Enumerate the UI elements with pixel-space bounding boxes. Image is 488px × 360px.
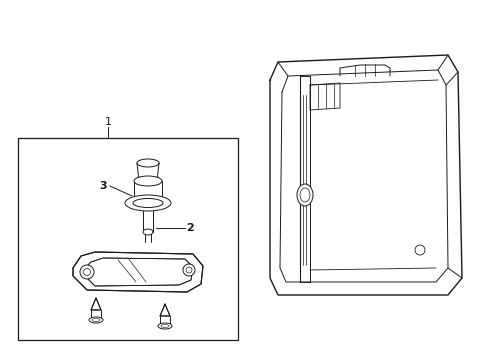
Ellipse shape <box>142 201 153 207</box>
Ellipse shape <box>142 229 153 235</box>
Text: 3: 3 <box>99 181 106 191</box>
Bar <box>18 138 238 340</box>
Polygon shape <box>83 258 193 286</box>
Text: 1: 1 <box>104 117 111 127</box>
Ellipse shape <box>161 324 169 328</box>
Ellipse shape <box>183 264 195 276</box>
Ellipse shape <box>414 245 424 255</box>
Ellipse shape <box>92 319 100 321</box>
Ellipse shape <box>299 188 309 202</box>
Ellipse shape <box>158 323 172 329</box>
Text: 2: 2 <box>186 223 193 233</box>
Polygon shape <box>91 298 101 310</box>
Polygon shape <box>160 304 170 316</box>
Ellipse shape <box>137 159 159 167</box>
Ellipse shape <box>83 269 90 275</box>
Ellipse shape <box>134 176 162 186</box>
Ellipse shape <box>125 195 171 211</box>
Ellipse shape <box>89 317 103 323</box>
Ellipse shape <box>185 267 192 273</box>
Polygon shape <box>73 252 203 292</box>
Ellipse shape <box>133 198 163 207</box>
Ellipse shape <box>80 265 94 279</box>
Ellipse shape <box>296 184 312 206</box>
